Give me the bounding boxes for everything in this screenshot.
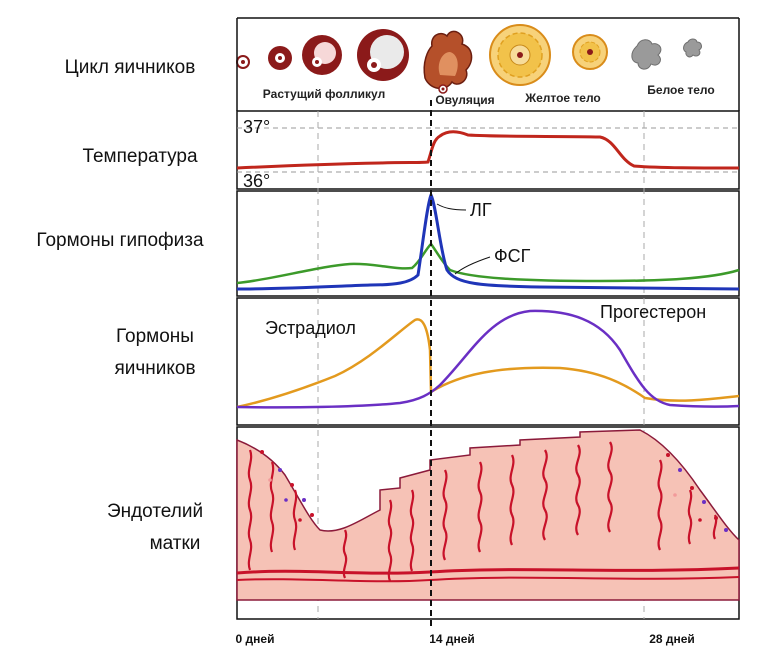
shedding-particles bbox=[260, 450, 728, 532]
ovulation-icon bbox=[423, 30, 473, 94]
temperature-curve bbox=[236, 130, 740, 170]
ovarian-hormones-panel bbox=[236, 297, 740, 426]
label-ovarian-hormones-2: яичников bbox=[114, 358, 195, 379]
endometrium-tissue bbox=[236, 429, 740, 601]
corpus-albicans-large-icon bbox=[631, 39, 662, 70]
stage-label-corpus-luteum: Желтое тело bbox=[524, 91, 601, 105]
fsh-curve bbox=[236, 242, 740, 285]
ovarian-stage-icons bbox=[236, 24, 702, 94]
lh-curve bbox=[236, 191, 740, 291]
day-label-14: 14 дней bbox=[429, 632, 475, 646]
label-temperature: Температура bbox=[82, 146, 198, 167]
curve-label-progesterone: Прогестерон bbox=[600, 302, 706, 322]
label-endometrium-2: матки bbox=[150, 533, 201, 554]
day-label-28: 28 дней bbox=[649, 632, 695, 646]
label-pituitary-hormones: Гормоны гипофиза bbox=[36, 230, 204, 251]
curve-label-estradiol: Эстрадиол bbox=[265, 318, 356, 338]
stage-label-ovulation: Овуляция bbox=[435, 93, 494, 107]
corpus-luteum-large-icon bbox=[489, 24, 551, 86]
pituitary-panel bbox=[236, 190, 740, 297]
corpus-albicans-small-icon bbox=[683, 38, 702, 58]
label-ovarian-hormones-1: Гормоны bbox=[116, 326, 194, 347]
temperature-panel bbox=[236, 110, 740, 190]
leader-fsh bbox=[454, 256, 491, 275]
corpus-luteum-small-icon bbox=[572, 34, 608, 70]
endometrium-illustration bbox=[236, 429, 740, 601]
endometrial-glands bbox=[247, 441, 718, 582]
temp-mark-37: 37° bbox=[243, 117, 270, 137]
basal-vessel-2 bbox=[236, 576, 740, 583]
curve-label-fsh: ФСГ bbox=[494, 246, 531, 266]
day-label-0: 0 дней bbox=[236, 632, 275, 646]
growing-follicle-small-icon bbox=[268, 46, 292, 70]
growing-follicle-medium-icon bbox=[302, 35, 342, 75]
stage-label-growing-follicle: Растущий фолликул bbox=[263, 87, 385, 101]
stage-label-corpus-albicans: Белое тело bbox=[647, 83, 714, 97]
leader-lh bbox=[436, 203, 467, 211]
mature-follicle-icon bbox=[357, 29, 409, 81]
label-endometrium-1: Эндотелий bbox=[107, 501, 203, 522]
primary-follicle-icon bbox=[236, 55, 250, 69]
temp-mark-36: 36° bbox=[243, 171, 270, 191]
curve-label-lh: ЛГ bbox=[470, 200, 492, 220]
basal-vessel-1 bbox=[236, 566, 740, 575]
label-ovarian-cycle: Цикл яичников bbox=[65, 57, 196, 78]
progesterone-curve bbox=[236, 309, 740, 409]
